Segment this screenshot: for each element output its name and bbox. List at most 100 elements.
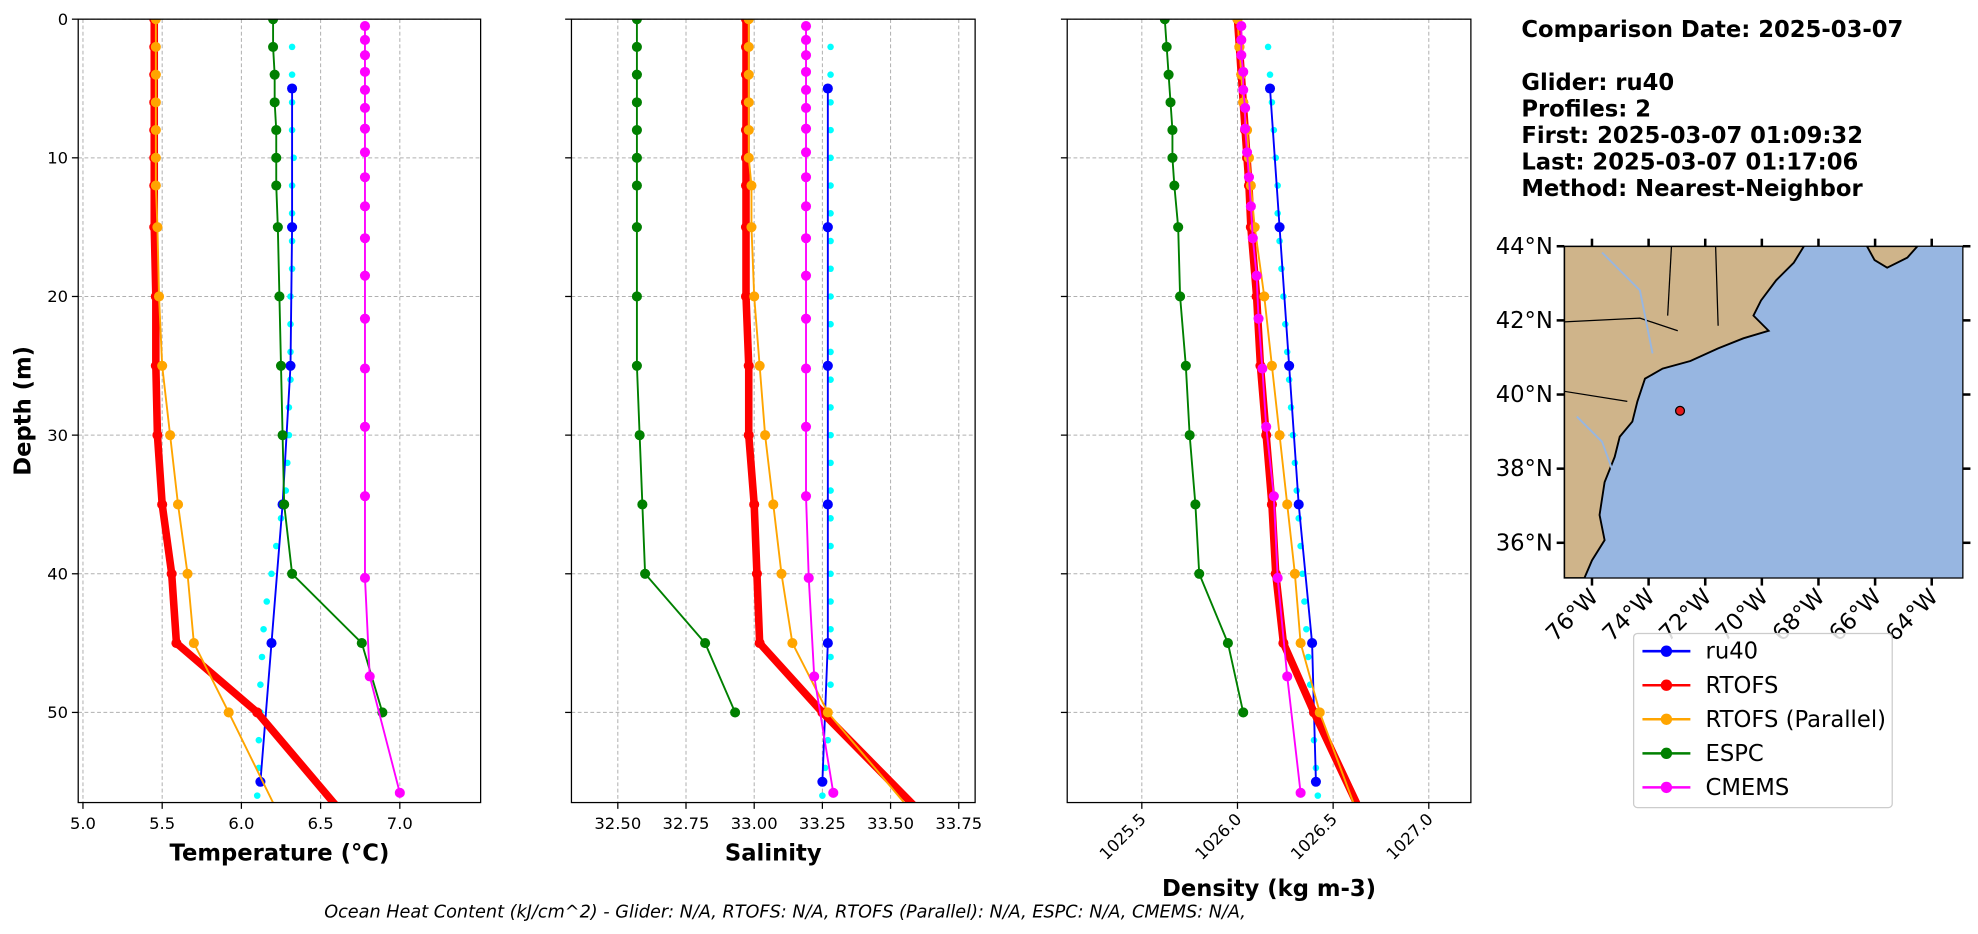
glider-point (827, 320, 834, 328)
river (1576, 415, 1614, 470)
profile-marker (1169, 180, 1180, 191)
profile-marker (269, 97, 280, 108)
profile-marker (252, 707, 263, 718)
glider-point (827, 431, 834, 439)
glider-point (827, 210, 834, 217)
legend-label: RTOFS (1706, 673, 1779, 699)
profile-marker (1295, 787, 1306, 798)
profile-marker (743, 430, 754, 441)
profile-marker (269, 69, 280, 80)
glider-point (819, 792, 826, 799)
profile-marker (631, 41, 642, 52)
profile-marker (1253, 313, 1264, 324)
profile-marker (800, 50, 812, 61)
map-frame (1563, 245, 1964, 579)
profile-marker (394, 787, 405, 798)
profile-marker (150, 125, 161, 136)
profile-marker (751, 568, 762, 579)
profile-marker (255, 776, 266, 787)
profile-marker (1274, 430, 1285, 441)
profile-marker (157, 499, 168, 510)
profile-marker (359, 84, 371, 95)
profile-marker (940, 846, 950, 856)
profile-marker (800, 491, 812, 502)
profile-marker (359, 421, 371, 432)
profile-marker (359, 313, 371, 324)
profile-marker (800, 102, 812, 113)
profile-line (154, 19, 275, 803)
profile-marker (1257, 363, 1268, 374)
profile-marker (1366, 846, 1376, 856)
glider-point (1314, 792, 1322, 799)
legend-marker (1660, 781, 1673, 794)
profile-marker (631, 19, 642, 25)
profile-marker (172, 499, 184, 510)
profile-marker (800, 421, 812, 432)
profile-marker (1236, 50, 1247, 61)
x-tick-label: 33.75 (935, 814, 982, 833)
glider-point (827, 126, 834, 134)
profile-marker (271, 152, 282, 163)
profile-marker (150, 19, 161, 25)
profile-marker (803, 572, 814, 583)
profile-marker (279, 499, 290, 510)
profile-marker (1236, 21, 1247, 32)
legend-label: RTOFS (Parallel) (1706, 707, 1886, 733)
x-tick-label: 1026.5 (1287, 810, 1341, 864)
profile-marker (1261, 421, 1272, 432)
profile-marker (954, 846, 964, 856)
x-tick-label: 1025.5 (1096, 810, 1150, 864)
legend-label: ESPC (1706, 741, 1764, 767)
profile-marker (817, 776, 828, 787)
profile-marker (754, 360, 765, 371)
profile-marker (152, 430, 163, 441)
glider-point (827, 515, 834, 522)
profile-marker (822, 707, 833, 718)
profile-marker (1245, 180, 1256, 191)
profile-marker (749, 291, 760, 302)
profile-marker (150, 152, 161, 163)
profile-marker (800, 363, 812, 374)
profile-marker (631, 222, 642, 233)
y-tick-label: 44°N (1496, 234, 1553, 260)
profile-marker (822, 638, 833, 649)
profile-marker (640, 568, 651, 579)
glider-point (1266, 71, 1274, 78)
x-tick-label: 33.50 (867, 814, 914, 833)
profile-marker (364, 671, 375, 682)
profile-marker (171, 638, 182, 649)
profile-marker (787, 638, 798, 649)
border (1564, 390, 1628, 403)
profile-marker (274, 291, 285, 302)
profile-marker (359, 102, 371, 113)
profile-marker (1180, 360, 1191, 371)
profile-marker (359, 270, 371, 281)
profile-marker (356, 638, 367, 649)
profile-marker (1266, 499, 1277, 510)
profile-marker (157, 360, 168, 371)
profile-marker (746, 180, 757, 191)
glider-point (1304, 653, 1312, 661)
profile-marker (1310, 776, 1321, 787)
profile-marker (1266, 360, 1277, 371)
profile-marker (1282, 671, 1293, 682)
x-axis-label: Temperature (°C) (170, 841, 390, 867)
profile-marker (1307, 638, 1318, 649)
glider-point (827, 265, 834, 273)
glider-point (827, 154, 834, 162)
y-tick-label: 42°N (1496, 308, 1553, 334)
glider-point (253, 792, 261, 799)
glider-point (255, 736, 263, 744)
glider-location (1674, 405, 1686, 416)
profile-marker (1167, 152, 1178, 163)
profile-marker (153, 291, 165, 302)
y-tick-label: 20 (47, 287, 68, 306)
profile-marker (800, 21, 812, 32)
glider-point (827, 404, 834, 411)
profile-line (742, 19, 917, 803)
profile-marker (800, 147, 812, 158)
profile-marker (743, 360, 754, 371)
profile-marker (749, 499, 760, 510)
info-line: Method: Nearest-Neighbor (1521, 176, 1863, 202)
profile-marker (1243, 172, 1255, 183)
